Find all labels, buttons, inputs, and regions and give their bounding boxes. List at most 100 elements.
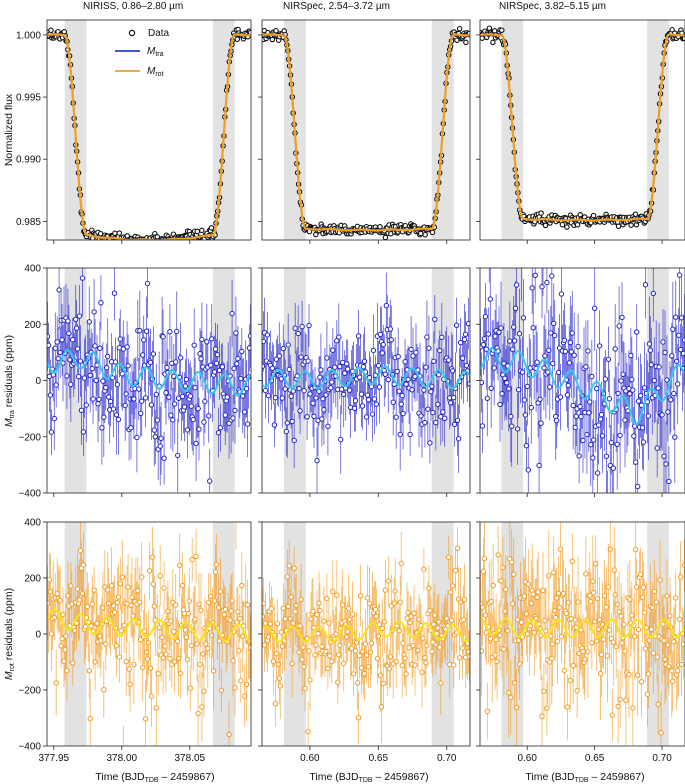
residual-point: [262, 620, 269, 626]
data-point: [234, 36, 241, 42]
residual-point: [165, 608, 171, 614]
residual-point: [524, 383, 530, 390]
residual-point: [433, 642, 439, 648]
residual-point: [104, 365, 110, 371]
residual-point: [54, 591, 60, 597]
residual-point: [279, 395, 285, 401]
residual-point: [650, 650, 656, 656]
residual-point: [539, 284, 545, 290]
residual-point: [92, 343, 98, 349]
panel-row1-col3: [476, 19, 685, 244]
panel-frame: [46, 19, 252, 241]
residual-point: [570, 402, 576, 409]
residual-point: [561, 667, 568, 674]
residual-point: [105, 353, 111, 360]
residual-point: [182, 383, 189, 389]
residual-point: [539, 713, 545, 719]
residual-point: [556, 604, 563, 611]
residual-point: [81, 375, 88, 381]
residual-point: [603, 453, 610, 459]
plot-area: [262, 20, 470, 240]
residual-point: [163, 390, 169, 396]
x-tick-label: 378.05: [175, 753, 206, 764]
residual-point: [200, 651, 206, 657]
residual-point: [67, 357, 73, 363]
residual-point: [137, 599, 143, 605]
residual-point: [659, 412, 665, 418]
residual-point: [668, 397, 674, 403]
residual-point: [336, 334, 342, 340]
residual-point: [152, 434, 159, 440]
residual-point: [129, 594, 135, 600]
residual-point: [150, 581, 157, 587]
residual-point: [195, 710, 201, 717]
residual-point: [213, 561, 220, 568]
panel-row2-col3: [476, 267, 685, 497]
residual-point: [83, 402, 90, 408]
residual-point: [329, 379, 335, 385]
residual-point: [296, 649, 302, 655]
residual-point: [168, 618, 174, 624]
residual-point: [444, 615, 450, 622]
residual-point: [77, 547, 84, 554]
residual-point: [549, 273, 555, 279]
residual-point: [320, 396, 326, 402]
residual-point: [664, 593, 670, 599]
plot-area: [262, 268, 470, 493]
residual-point: [274, 621, 281, 627]
residual-point: [342, 370, 348, 376]
residual-point: [92, 659, 98, 665]
residual-point: [344, 361, 350, 367]
residual-point: [139, 398, 145, 404]
residual-point: [601, 593, 608, 599]
residual-point: [297, 408, 303, 414]
residual-point: [355, 715, 362, 721]
residual-point: [591, 590, 597, 596]
residual-point: [321, 618, 327, 624]
residual-point: [492, 652, 498, 658]
residual-point: [137, 327, 143, 334]
residual-point: [606, 627, 612, 633]
residual-point: [100, 378, 106, 384]
residual-point: [433, 419, 439, 426]
residual-point: [617, 432, 623, 439]
residual-point: [400, 640, 406, 646]
residual-point: [674, 358, 680, 364]
residual-point: [487, 296, 493, 302]
residual-point: [198, 356, 204, 362]
residual-point: [323, 392, 329, 398]
residual-point: [185, 610, 192, 617]
residual-point: [167, 329, 173, 335]
residual-point: [174, 328, 180, 335]
residual-point: [614, 601, 620, 608]
residual-point: [268, 605, 275, 612]
residual-point: [531, 629, 537, 636]
residual-point: [59, 337, 65, 343]
residual-point: [150, 351, 157, 357]
data-point: [140, 241, 144, 245]
residual-point: [183, 376, 190, 383]
residual-point: [47, 589, 54, 595]
residual-point: [192, 385, 198, 391]
residual-point: [427, 607, 433, 614]
residual-point: [485, 331, 491, 337]
residual-point: [650, 290, 656, 297]
plot-area: [47, 268, 251, 493]
residual-point: [212, 346, 219, 352]
residual-point: [459, 645, 466, 651]
residual-point: [590, 455, 596, 461]
residual-point: [285, 342, 291, 348]
residual-point: [66, 330, 72, 336]
residual-point: [199, 704, 205, 710]
residual-point: [456, 655, 463, 661]
residual-point: [240, 633, 246, 639]
residual-point: [116, 654, 123, 660]
residual-point: [173, 602, 179, 608]
residual-point: [420, 635, 426, 641]
residual-point: [511, 324, 517, 330]
residual-point: [565, 599, 571, 606]
y-tick-label: 0.985: [16, 217, 41, 228]
residual-point: [634, 584, 640, 590]
residual-point: [280, 346, 286, 352]
residual-point: [651, 377, 657, 384]
